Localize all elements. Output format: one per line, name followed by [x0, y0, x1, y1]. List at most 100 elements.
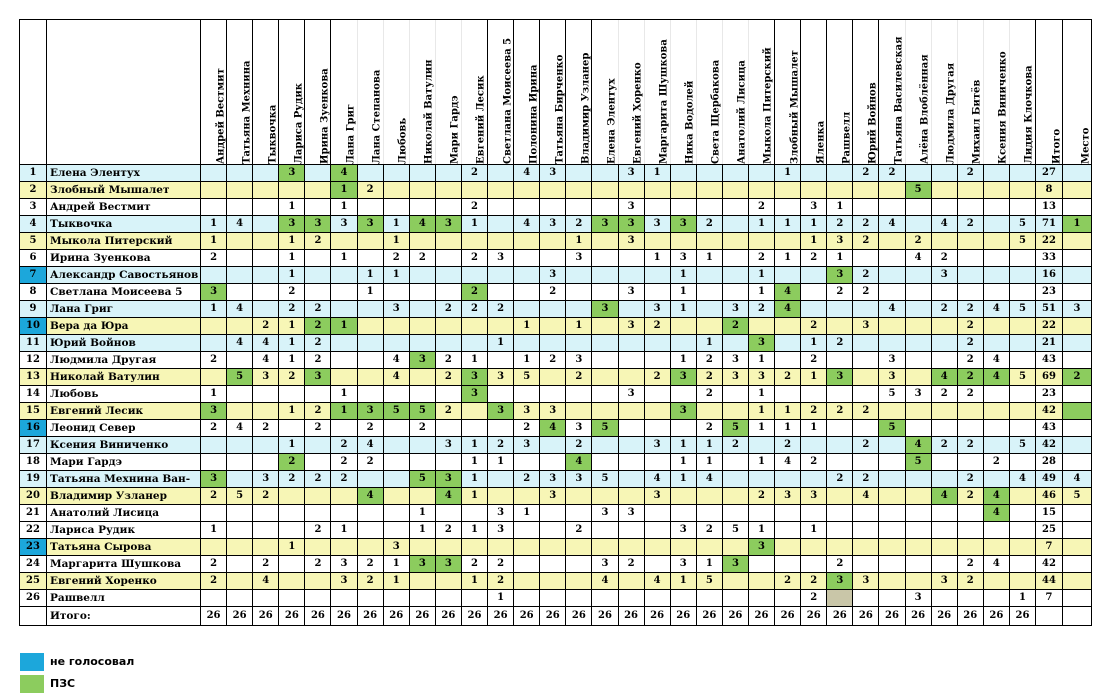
vote-cell [591, 198, 619, 216]
row-total: 25 [1035, 521, 1063, 539]
vote-cell: 4 [930, 368, 958, 386]
vote-cell: 4 [982, 504, 1010, 522]
vote-cell: 3 [591, 215, 619, 233]
vote-cell: 1 [278, 351, 306, 369]
vote-cell [591, 283, 619, 301]
vote-cell [487, 351, 515, 369]
vote-cell: 1 [643, 249, 671, 267]
vote-cell: 3 [434, 436, 462, 454]
vote-cell [904, 368, 932, 386]
vote-cell [904, 283, 932, 301]
vote-cell: 1 [695, 453, 723, 471]
vote-cell: 2 [800, 402, 828, 420]
vote-cell: 5 [904, 453, 932, 471]
vote-cell [252, 181, 280, 199]
vote-cell [434, 385, 462, 403]
vote-cell [878, 232, 906, 250]
row-total: 22 [1035, 232, 1063, 250]
vote-cell [539, 572, 567, 590]
vote-cell: 4 [226, 215, 254, 233]
vote-cell: 2 [747, 487, 776, 505]
vote-cell: 4 [643, 470, 671, 488]
vote-cell: 1 [408, 504, 436, 522]
vote-cell: 2 [930, 436, 958, 454]
vote-cell [1008, 453, 1037, 471]
vote-cell: 3 [721, 555, 749, 573]
row-place [1062, 266, 1092, 284]
vote-cell [774, 317, 802, 335]
vote-cell: 2 [747, 300, 776, 318]
vote-cell [930, 198, 958, 216]
vote-cell [982, 198, 1010, 216]
participant-name: Елена Элентух [46, 164, 201, 182]
vote-cell: 2 [460, 249, 489, 267]
column-total: 26 [747, 606, 776, 626]
vote-cell [721, 402, 749, 420]
vote-cell [434, 538, 462, 556]
column-total: 26 [800, 606, 828, 626]
vote-cell: 3 [774, 487, 802, 505]
vote-cell [565, 283, 593, 301]
vote-cell [774, 385, 802, 403]
vote-cell: 4 [982, 351, 1010, 369]
vote-cell: 3 [852, 317, 880, 335]
vote-cell [382, 419, 410, 437]
vote-cell: 3 [252, 368, 280, 386]
row-place [1062, 232, 1092, 250]
column-header: Евгений Лесик [461, 19, 488, 165]
vote-cell: 5 [1008, 300, 1037, 318]
vote-cell [356, 232, 384, 250]
vote-cell: 1 [330, 249, 358, 267]
vote-cell [878, 402, 906, 420]
row-total: 15 [1035, 504, 1063, 522]
vote-cell [747, 555, 776, 573]
vote-cell: 3 [539, 164, 567, 182]
vote-cell [513, 283, 541, 301]
row-number: 2 [19, 181, 47, 199]
vote-cell [460, 419, 489, 437]
vote-cell [774, 198, 802, 216]
vote-cell [539, 436, 567, 454]
vote-cell [278, 589, 306, 607]
row-place [1062, 419, 1092, 437]
vote-cell [513, 453, 541, 471]
row-number: 26 [19, 589, 47, 607]
vote-cell: 1 [513, 504, 541, 522]
vote-cell [852, 555, 880, 573]
column-header: Андрей Вестмит [200, 19, 227, 165]
vote-cell [982, 419, 1010, 437]
column-total: 26 [669, 606, 697, 626]
vote-cell: 3 [878, 368, 906, 386]
vote-cell [826, 487, 854, 505]
row-total: 13 [1035, 198, 1063, 216]
vote-cell [826, 589, 854, 607]
vote-cell [382, 487, 410, 505]
vote-cell: 4 [252, 572, 280, 590]
vote-cell: 2 [382, 249, 410, 267]
row-place [1062, 385, 1092, 403]
participant-name: Татьяна Сырова [46, 538, 201, 556]
vote-cell: 1 [800, 368, 828, 386]
row-number: 25 [19, 572, 47, 590]
vote-cell [930, 283, 958, 301]
vote-cell [1008, 198, 1037, 216]
vote-cell: 4 [852, 487, 880, 505]
vote-cell [878, 487, 906, 505]
vote-cell: 4 [434, 487, 462, 505]
vote-cell [434, 181, 462, 199]
vote-cell [800, 300, 828, 318]
vote-cell [930, 351, 958, 369]
vote-cell: 1 [774, 402, 802, 420]
vote-cell [460, 504, 489, 522]
vote-cell [930, 538, 958, 556]
vote-cell: 3 [539, 402, 567, 420]
vote-cell [878, 317, 906, 335]
row-total: 43 [1035, 351, 1063, 369]
vote-cell [982, 589, 1010, 607]
vote-cell [278, 521, 306, 539]
vote-cell [1008, 555, 1037, 573]
vote-cell [252, 283, 280, 301]
vote-cell: 5 [1008, 215, 1037, 233]
vote-cell: 3 [878, 351, 906, 369]
vote-cell: 1 [747, 419, 776, 437]
